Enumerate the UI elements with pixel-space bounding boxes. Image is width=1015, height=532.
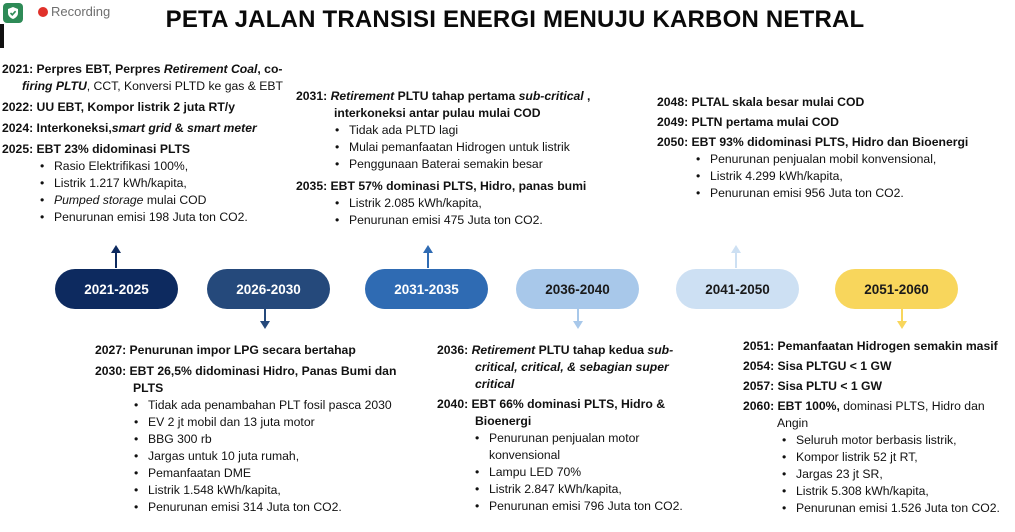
bullet-item: Penurunan emisi 314 Juta ton CO2. [132, 499, 415, 516]
note-line: critical, critical, & sebagian super [475, 360, 669, 374]
note-line: 2024: Interkoneksi,smart grid & smart me… [2, 121, 257, 135]
note-line: 2025: EBT 23% didominasi PLTS [2, 142, 191, 156]
note-line: 2060: EBT 100%, dominasi PLTS, Hidro dan [743, 399, 985, 413]
note-line: Angin [777, 416, 809, 430]
note-line: firing PLTU, CCT, Konversi PLTD ke gas &… [22, 79, 283, 93]
note-line: 2027: Penurunan impor LPG secara bertaha… [95, 343, 356, 357]
note-line: PLTS [133, 381, 164, 395]
period-3-notes: 2031: Retirement PLTU tahap pertama sub-… [296, 88, 636, 229]
bullet-item: Kompor listrik 52 jt RT, [780, 449, 1013, 466]
bullet-item: Penurunan emisi 956 Juta ton CO2. [694, 185, 1007, 202]
period-pill-2051-2060: 2051-2060 [835, 269, 958, 309]
bullet-item: Tidak ada penambahan PLT fosil pasca 203… [132, 397, 415, 414]
recording-indicator: Recording [0, 0, 128, 24]
page-title: PETA JALAN TRANSISI ENERGI MENUJU KARBON… [165, 6, 865, 33]
note-line: 2040: EBT 66% dominasi PLTS, Hidro & [437, 397, 666, 411]
bullet-item: Penurunan penjualan mobil konvensional, [694, 151, 1007, 168]
bullet-item-continued: konvensional [489, 448, 561, 462]
bullet-item: Mulai pemanfaatan Hidrogen untuk listrik [333, 139, 636, 156]
bullet-item: Jargas 23 jt SR, [780, 466, 1013, 483]
bullet-item: Tidak ada PLTD lagi [333, 122, 636, 139]
bullet-item: Penurunan emisi 475 Juta ton CO2. [333, 212, 636, 229]
arrow-down-p6 [897, 309, 907, 329]
note-line: 2022: UU EBT, Kompor listrik 2 juta RT/y [2, 100, 235, 114]
bullet-item: BBG 300 rb [132, 431, 415, 448]
arrow-down-p2 [260, 309, 270, 329]
arrow-up-p3 [423, 245, 433, 268]
bullet-item: Pemanfaatan DME [132, 465, 415, 482]
note-line: 2035: EBT 57% dominasi PLTS, Hidro, pana… [296, 179, 587, 193]
note-line: 2048: PLTAL skala besar mulai COD [657, 95, 865, 109]
note-line: 2021: Perpres EBT, Perpres Retirement Co… [2, 62, 283, 76]
bullet-item: Listrik 2.847 kWh/kapita, [473, 481, 727, 498]
period-1-notes: 2021: Perpres EBT, Perpres Retirement Co… [2, 61, 292, 226]
period-pill-2026-2030: 2026-2030 [207, 269, 330, 309]
period-pill-2036-2040: 2036-2040 [516, 269, 639, 309]
note-line: 2031: Retirement PLTU tahap pertama sub-… [296, 89, 591, 103]
bullet-item: Listrik 1.548 kWh/kapita, [132, 482, 415, 499]
bullet-item: Penurunan emisi 796 Juta ton CO2. [473, 498, 727, 515]
note-line: 2054: Sisa PLTGU < 1 GW [743, 359, 892, 373]
note-line: 2051: Pemanfaatan Hidrogen semakin masif [743, 339, 998, 353]
bullet-item: Penurunan penjualan motor [473, 430, 727, 447]
bullet-item: Listrik 4.299 kWh/kapita, [694, 168, 1007, 185]
period-6-notes: 2051: Pemanfaatan Hidrogen semakin masif… [743, 338, 1013, 517]
bullet-item: Penurunan emisi 1.526 Juta ton CO2. [780, 500, 1013, 517]
period-2-notes: 2027: Penurunan impor LPG secara bertaha… [95, 342, 415, 516]
note-line: 2049: PLTN pertama mulai COD [657, 115, 839, 129]
recording-label: Recording [51, 4, 111, 19]
period-pill-2021-2025: 2021-2025 [55, 269, 178, 309]
record-dot-icon [38, 7, 48, 17]
note-line: 2050: EBT 93% didominasi PLTS, Hidro dan… [657, 135, 969, 149]
bullet-item: Pumped storage mulai COD [38, 192, 292, 209]
bullet-item: Penggunaan Baterai semakin besar [333, 156, 636, 173]
bullet-item: Rasio Elektrifikasi 100%, [38, 158, 292, 175]
bullet-item: Lampu LED 70% [473, 464, 727, 481]
arrow-down-p4 [573, 309, 583, 329]
note-line: 2036: Retirement PLTU tahap kedua sub- [437, 343, 674, 357]
note-line: 2030: EBT 26,5% didominasi Hidro, Panas … [95, 364, 397, 378]
note-line: critical [475, 377, 515, 391]
period-pill-2041-2050: 2041-2050 [676, 269, 799, 309]
arrow-up-p5 [731, 245, 741, 268]
window-edge [0, 24, 4, 48]
bullet-item: Listrik 1.217 kWh/kapita, [38, 175, 292, 192]
note-line: interkoneksi antar pulau mulai COD [334, 106, 541, 120]
bullet-item: Penurunan emisi 198 Juta ton CO2. [38, 209, 292, 226]
bullet-item: Listrik 5.308 kWh/kapita, [780, 483, 1013, 500]
bullet-item: Seluruh motor berbasis listrik, [780, 432, 1013, 449]
shield-check-icon [3, 3, 23, 23]
bullet-item: Listrik 2.085 kWh/kapita, [333, 195, 636, 212]
period-4-notes: 2036: Retirement PLTU tahap kedua sub- c… [437, 342, 727, 515]
arrow-up-p1 [111, 245, 121, 268]
note-line: 2057: Sisa PLTU < 1 GW [743, 379, 882, 393]
bullet-item: EV 2 jt mobil dan 13 juta motor [132, 414, 415, 431]
period-5-notes: 2048: PLTAL skala besar mulai COD 2049: … [657, 94, 1007, 202]
note-line: Bioenergi [475, 414, 532, 428]
bullet-item: Jargas untuk 10 juta rumah, [132, 448, 415, 465]
period-pill-2031-2035: 2031-2035 [365, 269, 488, 309]
